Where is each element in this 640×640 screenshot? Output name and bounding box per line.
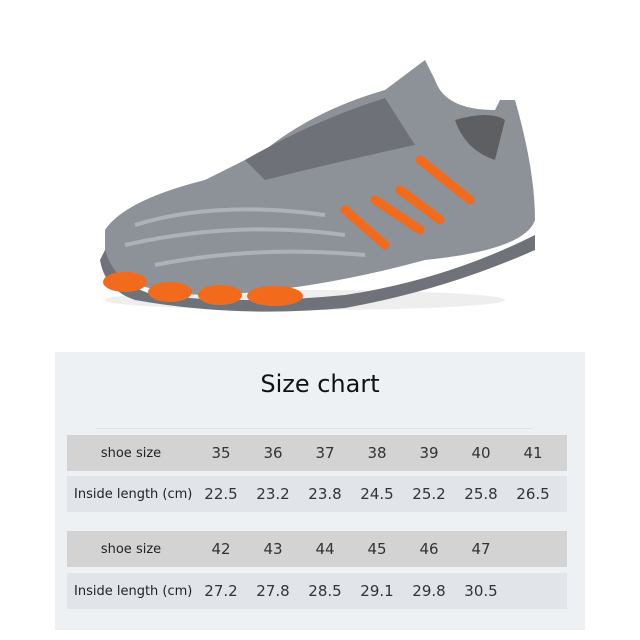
- length-cell: 23.2: [256, 485, 290, 503]
- size-cell: 44: [315, 540, 335, 558]
- length-row: Inside length (cm) 27.2 27.8 28.5 29.1 2…: [67, 573, 567, 609]
- size-cell: 38: [367, 444, 387, 462]
- size-cell: 37: [315, 444, 335, 462]
- size-cell: 46: [419, 540, 439, 558]
- size-row: shoe size 35 36 37 38 39 40 41: [67, 435, 567, 471]
- length-cell: 29.8: [412, 582, 446, 600]
- size-cell: 39: [419, 444, 439, 462]
- length-label: Inside length (cm): [74, 486, 193, 502]
- size-cell: 42: [211, 540, 231, 558]
- size-cell: 41: [523, 444, 543, 462]
- length-label: Inside length (cm): [74, 583, 193, 599]
- size-cell: 45: [367, 540, 387, 558]
- size-cell: 35: [211, 444, 231, 462]
- length-row: Inside length (cm) 22.5 23.2 23.8 24.5 2…: [67, 476, 567, 512]
- length-cell: 26.5: [516, 485, 550, 503]
- length-cell: 27.8: [256, 582, 290, 600]
- size-label: shoe size: [100, 541, 162, 557]
- length-cell: 23.8: [308, 485, 342, 503]
- length-cell: 24.5: [360, 485, 394, 503]
- length-cell: 29.1: [360, 582, 394, 600]
- size-chart-title: Size chart: [260, 370, 380, 398]
- size-chart-panel: Size chart shoe size 35 36 37 38 39 40 4…: [55, 352, 585, 630]
- length-cell: 30.5: [464, 582, 498, 600]
- length-cell: 25.2: [412, 485, 446, 503]
- length-cell: 27.2: [204, 582, 238, 600]
- size-cell: 43: [263, 540, 283, 558]
- size-cell: 40: [471, 444, 491, 462]
- length-cell: 22.5: [204, 485, 238, 503]
- size-label: shoe size: [100, 445, 162, 461]
- shoe-product-image: [100, 60, 535, 312]
- size-cell: 36: [263, 444, 283, 462]
- size-cell: 47: [471, 540, 491, 558]
- length-cell: 25.8: [464, 485, 498, 503]
- length-cell: 28.5: [308, 582, 342, 600]
- size-row: shoe size 42 43 44 45 46 47: [67, 531, 567, 567]
- divider: [96, 428, 532, 429]
